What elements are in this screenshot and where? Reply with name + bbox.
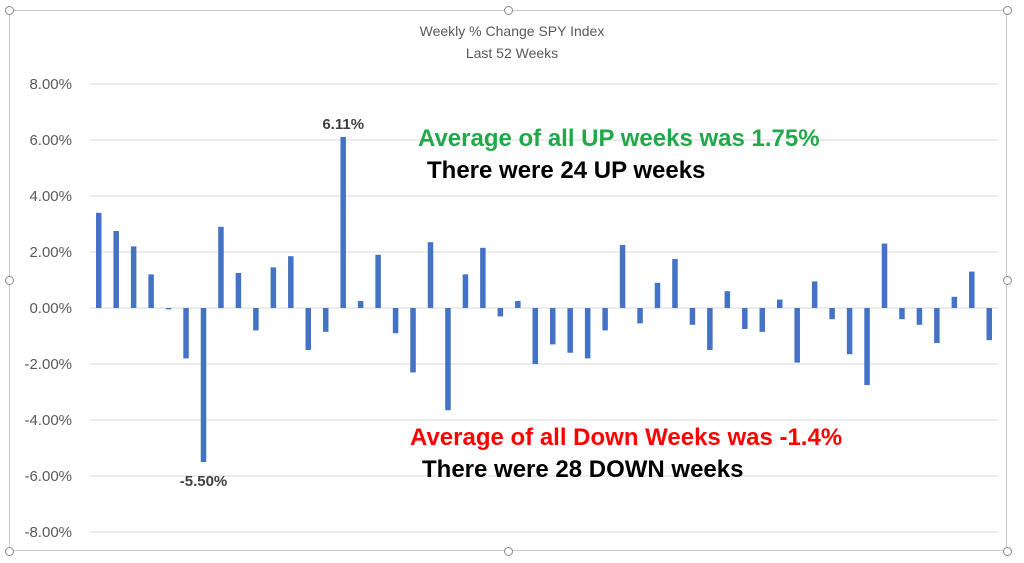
bar[interactable] [759, 308, 766, 332]
resize-handle-bottom-left[interactable] [5, 547, 14, 556]
y-tick-label: -2.00% [24, 356, 72, 373]
bar[interactable] [113, 231, 119, 308]
bar[interactable] [934, 308, 940, 343]
y-tick-label: -6.00% [24, 468, 72, 485]
bar[interactable] [951, 296, 958, 308]
bar[interactable] [497, 308, 504, 317]
bar[interactable] [148, 274, 154, 308]
resize-handle-top[interactable] [504, 6, 513, 15]
resize-handle-bottom[interactable] [504, 547, 513, 556]
bar[interactable] [707, 308, 713, 350]
bar[interactable] [288, 256, 294, 308]
bar[interactable] [322, 308, 329, 332]
chart-subtitle: Last 52 Weeks [465, 45, 559, 61]
bar[interactable] [829, 308, 835, 320]
bar[interactable] [165, 308, 172, 310]
bar[interactable] [183, 308, 189, 359]
bar[interactable] [218, 226, 224, 308]
bar[interactable] [672, 259, 678, 308]
bar[interactable] [846, 308, 853, 355]
bar[interactable] [567, 308, 573, 353]
y-tick-label: 4.00% [29, 188, 72, 205]
resize-handle-top-left[interactable] [5, 6, 14, 15]
bar[interactable] [549, 308, 556, 345]
resize-handle-bottom-right[interactable] [1003, 547, 1012, 556]
bar[interactable] [462, 274, 469, 308]
data-label: -5.50% [180, 473, 228, 490]
y-tick-label: 8.00% [29, 76, 72, 93]
y-axis: 8.00% 6.00% 4.00% 2.00% 0.00% -2.00% -4.00% -6.… [24, 76, 72, 541]
y-tick-label: 0.00% [29, 300, 72, 317]
resize-handle-top-right[interactable] [1003, 6, 1012, 15]
bar[interactable] [654, 282, 661, 308]
bar[interactable] [95, 212, 102, 308]
bar[interactable] [445, 308, 451, 411]
down-weeks-average-note: Average of all Down Weeks was -1.4% [410, 424, 843, 451]
data-labels: 6.11% -5.50% [180, 116, 364, 490]
bar-series [95, 136, 993, 462]
bar[interactable] [357, 301, 364, 308]
bar[interactable] [899, 308, 905, 320]
gridlines [90, 83, 998, 533]
bar[interactable] [270, 267, 277, 308]
bar[interactable] [794, 308, 800, 363]
chart-title: Weekly % Change SPY Index [419, 23, 605, 39]
bar[interactable] [584, 308, 591, 359]
up-weeks-average-note: Average of all UP weeks was 1.75% [418, 125, 820, 152]
bar[interactable] [532, 308, 539, 364]
bar[interactable] [305, 308, 312, 350]
bar[interactable] [392, 308, 399, 334]
bar[interactable] [340, 136, 346, 308]
bar[interactable] [619, 245, 626, 308]
resize-handle-right[interactable] [1003, 276, 1012, 285]
bar[interactable] [602, 308, 608, 331]
bar[interactable] [969, 271, 975, 308]
y-tick-label: 6.00% [29, 132, 72, 149]
bar[interactable] [427, 242, 434, 308]
resize-handle-left[interactable] [5, 276, 14, 285]
bar[interactable] [742, 308, 748, 329]
bar[interactable] [811, 281, 818, 308]
bar[interactable] [916, 308, 923, 325]
bar[interactable] [881, 243, 888, 308]
data-label: 6.11% [322, 116, 364, 133]
bar[interactable] [130, 246, 137, 308]
bar[interactable] [375, 254, 381, 308]
bar[interactable] [200, 308, 207, 462]
bar[interactable] [689, 308, 696, 325]
bar[interactable] [986, 308, 993, 341]
bar[interactable] [515, 301, 521, 308]
y-tick-label: -8.00% [24, 524, 72, 541]
bar[interactable] [724, 291, 731, 308]
up-weeks-count-note: There were 24 UP weeks [427, 157, 706, 184]
bar[interactable] [410, 308, 416, 373]
bar[interactable] [637, 308, 643, 324]
y-tick-label: 2.00% [29, 244, 72, 261]
bar[interactable] [480, 247, 486, 308]
bar[interactable] [235, 273, 242, 308]
bar[interactable] [864, 308, 870, 385]
bar[interactable] [253, 308, 259, 331]
bar[interactable] [776, 299, 783, 308]
down-weeks-count-note: There were 28 DOWN weeks [422, 456, 744, 483]
y-tick-label: -4.00% [24, 412, 72, 429]
